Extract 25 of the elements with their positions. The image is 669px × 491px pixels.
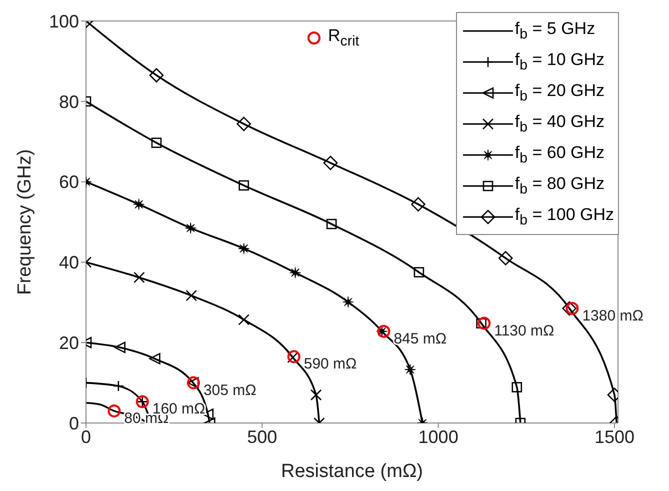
legend-label: f$_{b}$ = 40 GHz — [514, 112, 605, 136]
x-tick-label: 1000 — [418, 426, 458, 447]
y-axis-title: Frequency (GHz) — [14, 149, 36, 295]
x-tick-label: 0 — [80, 426, 92, 447]
legend-label: f$_{b}$ = 60 GHz — [514, 142, 605, 166]
annotation: 590 mΩ — [304, 356, 357, 373]
y-tick-label: 60 — [58, 172, 79, 192]
x-tick-label: 1500 — [594, 426, 634, 447]
x-axis-title: Resistance (mΩ) — [281, 461, 423, 482]
y-tick-label: 40 — [58, 252, 79, 273]
annotation: 1130 mΩ — [494, 322, 554, 340]
x-tick-label: 500 — [247, 426, 278, 447]
legend-label: f$_{b}$ = 10 GHz — [514, 50, 605, 74]
legend-label: f$_{b}$ = 100 GHz — [514, 204, 614, 228]
y-tick-label: 20 — [58, 332, 79, 353]
legend-label: R$_{crit}$ — [328, 26, 360, 50]
y-tick-label: 0 — [68, 413, 79, 434]
annotation: 1380 mΩ — [582, 307, 644, 324]
legend-label: f$_{b}$ = 80 GHz — [514, 174, 605, 198]
legend-label: f$_{b}$ = 20 GHz — [514, 80, 605, 104]
annotation: 845 mΩ — [394, 330, 447, 348]
legend-label: f$_{b}$ = 5 GHz — [514, 18, 596, 42]
annotation: 305 mΩ — [203, 382, 256, 399]
y-tick-label: 80 — [58, 92, 79, 112]
y-tick-label: 100 — [48, 11, 79, 32]
